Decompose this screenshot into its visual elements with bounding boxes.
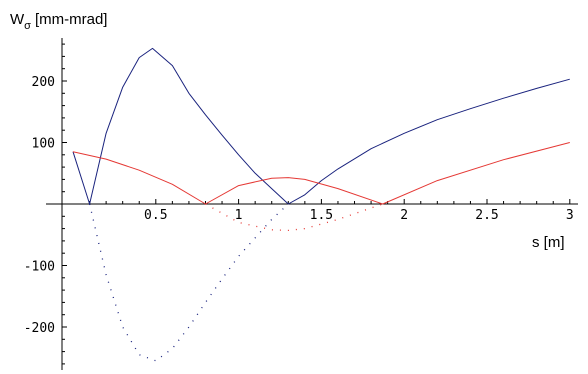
x-tick-label: 1.5 (310, 208, 333, 223)
y-axis-title-main: W (10, 11, 25, 28)
series-line-0 (72, 47, 570, 205)
axes: 0.5 1 1.5 2 2.5 3 -200 -100 100 200 (24, 38, 578, 370)
y-tick-label: 200 (32, 75, 55, 90)
y-axis-title: Wσ [mm-mrad] (10, 11, 107, 32)
series-line-2 (72, 142, 570, 205)
series-line-3 (205, 203, 383, 232)
x-tick-label: 3 (566, 208, 574, 223)
x-tick-label: 1 (235, 208, 243, 223)
x-tick-label: 2 (400, 208, 408, 223)
y-axis-title-subscript: σ (24, 20, 31, 32)
y-axis-title-unit: [mm-mrad] (35, 11, 108, 28)
series-layer (72, 47, 570, 362)
y-tick-label: -100 (24, 260, 55, 275)
x-tick-label: 0.5 (144, 208, 167, 223)
x-axis-title: s [m] (532, 234, 565, 251)
x-tick-label: 2.5 (475, 208, 498, 223)
y-tick-label: -200 (24, 321, 55, 336)
y-tick-label: 100 (32, 137, 55, 152)
series-line-1 (88, 203, 289, 362)
